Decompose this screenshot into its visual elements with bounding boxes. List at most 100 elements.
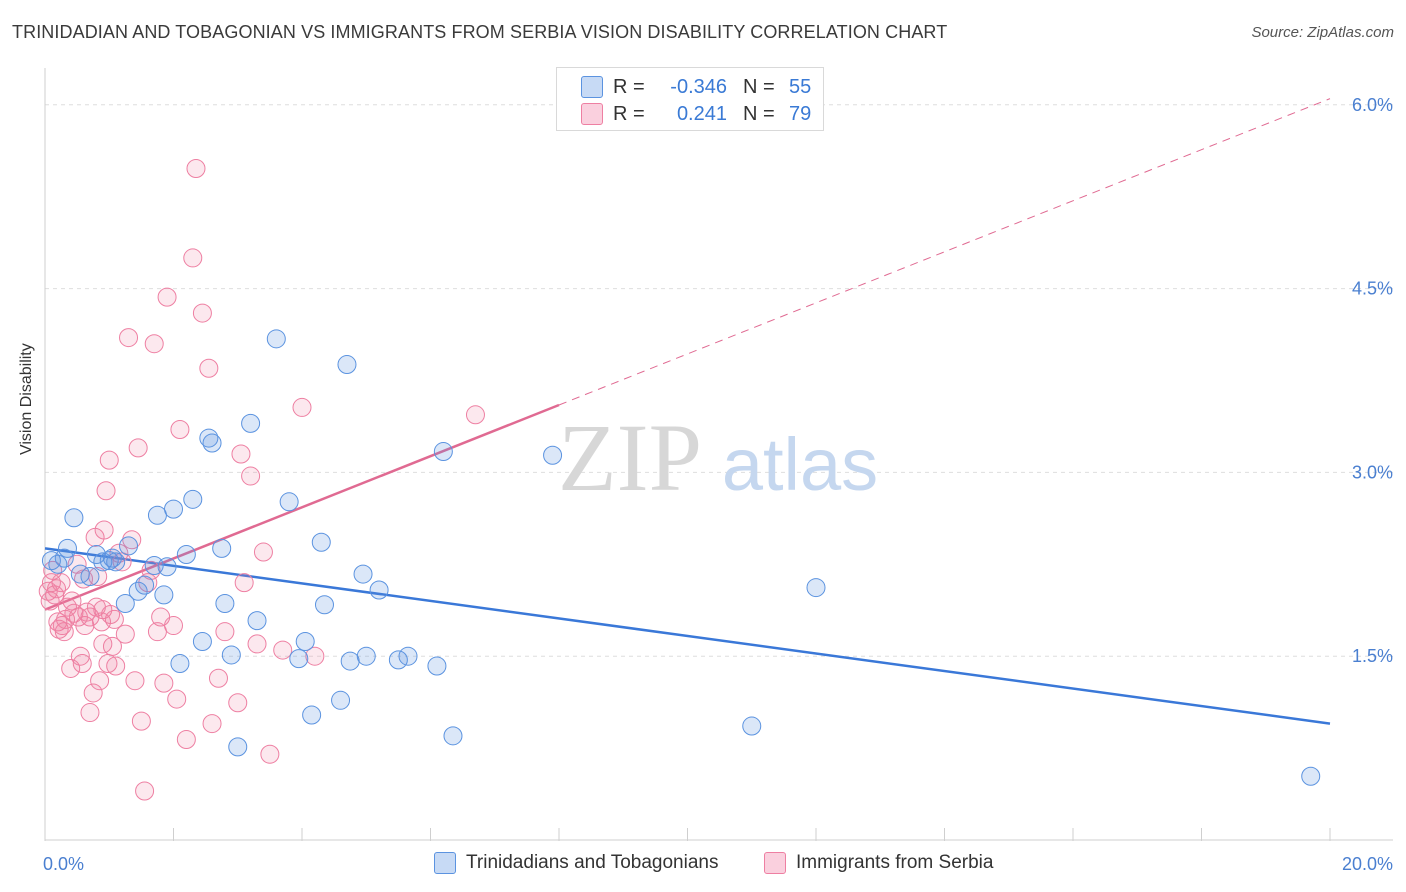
serbia-point (125, 671, 145, 691)
trinidad-point (331, 690, 351, 710)
trinidad-point (388, 650, 408, 670)
serbia-point (96, 481, 116, 501)
serbia-points (38, 158, 485, 801)
r-value: 0.241 (676, 102, 727, 125)
legend-row-serbia: R = 0.241 N = 79 (581, 101, 811, 127)
serbia-point (228, 693, 248, 713)
serbia-point (183, 248, 203, 268)
trinidad-point (356, 646, 376, 666)
trinidad-point (806, 578, 826, 598)
trinidad-point (154, 585, 174, 605)
trinidad-point (241, 413, 261, 433)
serbia-point (176, 730, 196, 750)
serbia-point (144, 334, 164, 354)
trinidad-point (221, 645, 241, 665)
trinidad-point (353, 564, 373, 584)
serbia-point (234, 573, 254, 593)
serbia-point (99, 450, 119, 470)
r-label: R = (613, 75, 645, 98)
legend-swatch-pink (764, 852, 786, 874)
y-tick-label: 3.0% (1352, 462, 1393, 482)
serbia-point (122, 530, 142, 550)
trinidad-point (369, 580, 389, 600)
trinidad-point (64, 508, 84, 528)
serbia-point (157, 287, 177, 307)
serbia-point (80, 703, 100, 723)
stats-legend: R = -0.346 N = 55 R = 0.241 N = 79 (556, 67, 824, 131)
serbia-point (170, 419, 190, 439)
serbia-point (167, 689, 187, 709)
serbia-point (90, 671, 110, 691)
n-value: 55 (789, 75, 812, 98)
trinidad-point (266, 329, 286, 349)
serbia-point (94, 520, 114, 540)
trinidad-points (41, 329, 1321, 786)
serbia-point (199, 358, 219, 378)
serbia-point (41, 573, 61, 593)
serbia-point (305, 646, 325, 666)
legend-swatch-pink (581, 103, 603, 125)
legend-row-trinidad: R = -0.346 N = 55 (581, 74, 811, 100)
watermark-atlas: atlas (722, 423, 878, 506)
chart-title: TRINIDADIAN AND TOBAGONIAN VS IMMIGRANTS… (12, 22, 948, 42)
serbia-point (208, 668, 228, 688)
legend-item-trinidad[interactable]: Trinidadians and Tobagonians (434, 852, 718, 874)
trinidad-trendline (44, 547, 1331, 725)
trinidad-point (157, 557, 177, 577)
serbia-point (135, 781, 155, 801)
trinidad-point (106, 552, 126, 572)
serbia-point (106, 656, 126, 676)
serbia-point (70, 646, 90, 666)
trinidad-point (147, 505, 167, 525)
trinidad-point (742, 716, 762, 736)
n-value: 79 (789, 102, 812, 125)
legend-label: Trinidadians and Tobagonians (466, 852, 719, 873)
serbia-trendline (44, 403, 560, 611)
serbia-point (215, 622, 235, 642)
n-label: N = (743, 75, 775, 98)
y-tick-label: 4.5% (1352, 279, 1393, 299)
r-value: -0.346 (670, 75, 727, 98)
trinidad-point (57, 538, 77, 558)
serbia-point (93, 634, 113, 654)
trinidad-point (302, 705, 322, 725)
serbia-point (104, 609, 124, 629)
x-tick-label: 20.0% (1342, 854, 1393, 874)
serbia-point (231, 444, 251, 464)
serbia-point (131, 711, 151, 731)
n-label: N = (743, 102, 775, 125)
serbia-point (465, 405, 485, 425)
y-axis-label: Vision Disability (18, 343, 35, 455)
trinidad-point (543, 445, 563, 465)
trinidad-point (295, 631, 315, 651)
trinidad-point (311, 532, 331, 552)
serbia-point (83, 683, 103, 703)
trinidad-point (247, 611, 267, 631)
serbia-point (49, 619, 69, 639)
serbia-point (164, 616, 183, 636)
trinidad-point (119, 536, 139, 556)
y-tick-label: 6.0% (1352, 95, 1393, 115)
source-label: Source: ZipAtlas.com (1251, 24, 1394, 41)
series-legend: Trinidadians and Tobagonians Immigrants … (0, 852, 1406, 878)
tick-labels: 1.5% 3.0% 4.5% 6.0% 0.0% 20.0% (43, 95, 1393, 874)
legend-item-serbia[interactable]: Immigrants from Serbia (764, 852, 993, 874)
trinidad-point (279, 492, 299, 512)
trinidad-point (443, 726, 463, 746)
axes (44, 68, 1393, 841)
trinidad-point (170, 654, 190, 674)
trinidad-point (398, 646, 418, 666)
trinidad-point (115, 593, 135, 613)
serbia-point (72, 654, 92, 674)
trinidad-point (314, 595, 334, 615)
trinidad-point (192, 631, 212, 651)
serbia-point (292, 397, 312, 417)
r-label: R = (613, 102, 645, 125)
trinidad-point (99, 551, 119, 571)
trinidad-point (433, 442, 453, 462)
trinidad-point (215, 593, 235, 613)
serbia-point (241, 466, 261, 486)
legend-swatch-blue (434, 852, 456, 874)
x-tick-label: 0.0% (43, 854, 84, 874)
